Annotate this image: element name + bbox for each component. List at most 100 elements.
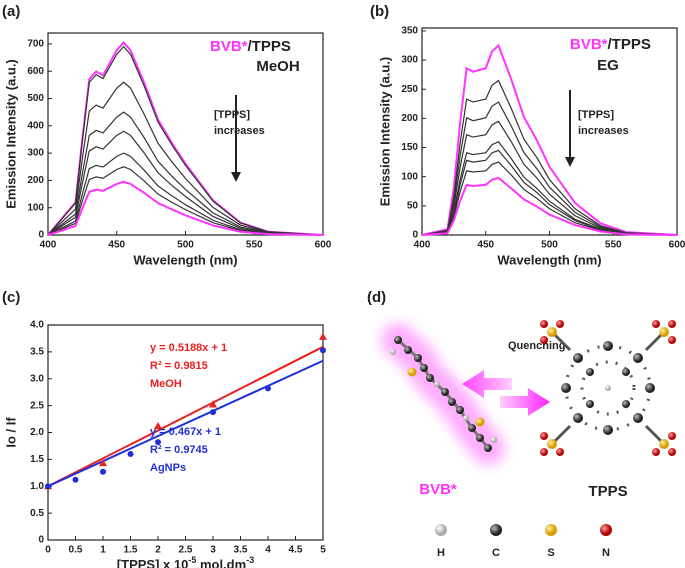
y-tick-label: 250 — [401, 84, 418, 95]
arrow-left — [462, 370, 512, 398]
fit-annotation: MeOH — [150, 378, 182, 390]
solvent-label: EG — [597, 57, 619, 74]
molecule-diagram: (d) Quenching — [367, 289, 676, 559]
y-tick-label: 200 — [27, 175, 44, 186]
panel-label: (d) — [367, 289, 386, 306]
x-tick-label: 550 — [246, 240, 263, 251]
x-tick-label: 3.5 — [234, 545, 248, 556]
y-tick-label: 3.0 — [30, 373, 44, 384]
panel-label: (a) — [2, 3, 20, 20]
atom-c — [490, 524, 502, 536]
trend-arrow-head — [231, 172, 241, 182]
y-tick-label: 300 — [27, 148, 44, 159]
x-tick-label: 600 — [669, 240, 685, 251]
x-tick-label: 0.5 — [69, 545, 83, 556]
x-axis-label-part: -3 — [246, 555, 254, 565]
annotation: [TPPS] — [578, 109, 614, 121]
data-point — [265, 385, 271, 392]
spectrum-line — [47, 166, 324, 236]
legend-part: BVB* — [210, 38, 248, 55]
spectrum-line — [421, 120, 678, 236]
annotation: [TPPS] — [214, 109, 250, 121]
y-tick-label: 2.0 — [30, 427, 44, 438]
x-tick-label: 600 — [315, 240, 332, 251]
y-tick-label: 100 — [401, 171, 418, 182]
x-tick-label: 4 — [265, 545, 271, 556]
atom-n — [600, 524, 612, 536]
fit-annotation: R² = 0.9815 — [150, 360, 208, 372]
fit-annotation: y = 0.467x + 1 — [150, 426, 221, 438]
x-tick-label: 550 — [605, 240, 622, 251]
x-tick-label: 500 — [541, 240, 558, 251]
tpps-molecule — [540, 320, 676, 456]
x-tick-label: 400 — [40, 240, 57, 251]
data-point — [127, 451, 134, 457]
y-tick-label: 600 — [27, 66, 44, 77]
bvb-atoms — [390, 336, 497, 452]
x-tick-label: 4.5 — [289, 545, 303, 556]
spectrum-line — [47, 81, 324, 236]
y-tick-label: 200 — [401, 113, 418, 124]
legend-text: BVB*/TPPS — [210, 38, 291, 55]
spectrum-line — [421, 176, 678, 236]
y-tick-label: 4.0 — [30, 320, 44, 331]
y-tick-label: 1.5 — [30, 454, 44, 465]
y-tick-label: 0 — [412, 230, 418, 241]
x-tick-label: 2.5 — [179, 545, 193, 556]
y-tick-label: 3.5 — [30, 347, 44, 358]
y-tick-label: 2.5 — [30, 400, 44, 411]
spectrum-line — [421, 149, 678, 236]
arrow-label: Quenching — [508, 340, 565, 352]
x-axis-label-part: [TPPS] x 10 — [117, 557, 189, 568]
arrow-right — [500, 388, 550, 416]
y-tick-label: 0 — [38, 230, 44, 241]
y-tick-label: 350 — [401, 26, 418, 37]
data-point — [209, 400, 217, 408]
x-tick-label: 500 — [177, 240, 194, 251]
annotation: increases — [214, 125, 265, 137]
panel-label: (c) — [2, 289, 20, 306]
data-point — [45, 483, 51, 490]
solvent-label: MeOH — [256, 58, 299, 75]
atom-label: C — [492, 547, 500, 559]
atom-s — [545, 524, 557, 536]
data-point — [155, 439, 161, 446]
spectrum-line — [421, 161, 678, 236]
spectrum-line — [47, 130, 324, 236]
trend-arrow-head — [565, 157, 575, 167]
x-tick-label: 450 — [477, 240, 494, 251]
spectrum-line — [47, 180, 324, 236]
y-tick-label: 150 — [401, 142, 418, 153]
fit-line — [47, 345, 324, 488]
y-tick-label: 50 — [407, 200, 419, 211]
legend-part: BVB* — [570, 36, 608, 53]
y-tick-label: 0 — [38, 535, 44, 546]
spectrum-line — [47, 111, 324, 236]
data-point — [72, 476, 79, 483]
x-axis-label: [TPPS] x 10-5 mol.dm-3 — [117, 555, 254, 568]
data-point — [319, 332, 327, 340]
y-axis-label: Emission Intensity (a.u.) — [3, 59, 18, 209]
x-tick-label: 2 — [155, 545, 161, 556]
x-axis-label: Wavelength (nm) — [497, 252, 601, 267]
data-point — [99, 459, 107, 467]
x-tick-label: 1 — [100, 545, 106, 556]
acceptor-label: TPPS — [588, 483, 627, 500]
data-point — [320, 347, 326, 354]
y-tick-label: 400 — [27, 120, 44, 131]
x-tick-label: 450 — [108, 240, 125, 251]
panel-label: (b) — [370, 3, 389, 20]
y-tick-label: 0.5 — [30, 508, 44, 519]
x-tick-label: 5 — [320, 545, 326, 556]
spectrum-line — [47, 45, 324, 236]
x-axis-label: Wavelength (nm) — [133, 252, 237, 267]
fit-annotation: AgNPs — [150, 462, 186, 474]
y-tick-label: 300 — [401, 55, 418, 66]
atom-label: N — [602, 547, 610, 559]
data-point — [100, 468, 106, 475]
x-tick-label: 3 — [210, 545, 216, 556]
y-tick-label: 1.0 — [30, 481, 44, 492]
atom-h — [435, 524, 447, 536]
atom-label: H — [437, 547, 445, 559]
data-point — [154, 422, 162, 430]
